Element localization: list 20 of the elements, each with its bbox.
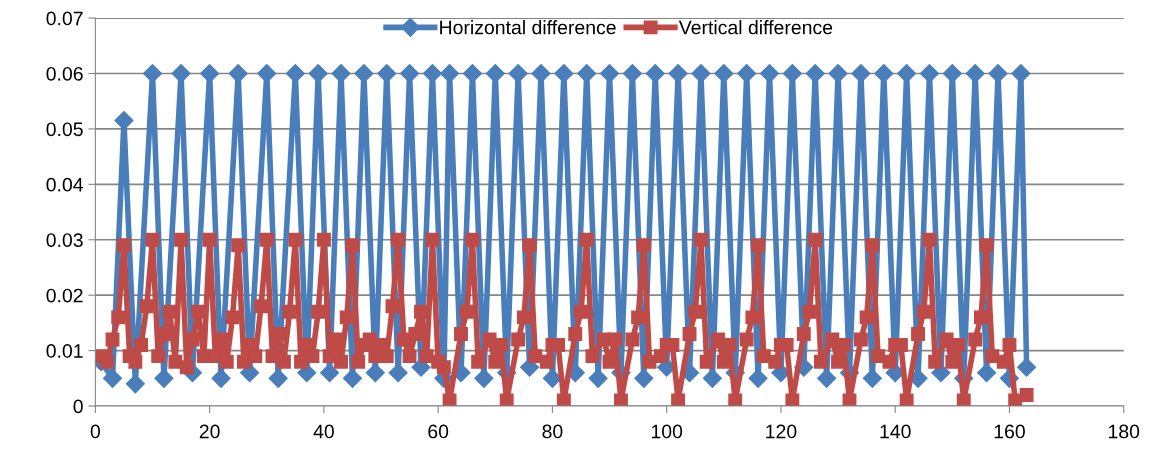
legend-label: Horizontal difference bbox=[440, 20, 616, 35]
x-tick-label: 100 bbox=[651, 424, 683, 439]
legend-label: Vertical difference bbox=[678, 20, 833, 35]
y-tick-label: 0 bbox=[73, 399, 83, 414]
y-tick-label: 0.03 bbox=[46, 233, 83, 247]
x-tick-label: 160 bbox=[994, 424, 1025, 439]
x-tick-label: 20 bbox=[199, 424, 220, 439]
x-tick-label: 180 bbox=[1108, 424, 1140, 439]
x-tick-label: 80 bbox=[542, 424, 563, 439]
x-tick-label: 60 bbox=[428, 424, 449, 439]
y-tick-label: 0.01 bbox=[46, 344, 83, 358]
x-tick-label: 0 bbox=[90, 424, 101, 439]
y-tick-label: 0.06 bbox=[46, 66, 83, 81]
y-tick-label: 0.07 bbox=[46, 11, 83, 26]
x-tick-label: 140 bbox=[880, 424, 911, 439]
y-tick-label: 0.04 bbox=[46, 177, 83, 192]
x-tick-label: 40 bbox=[313, 424, 334, 439]
x-tick-label: 120 bbox=[766, 424, 797, 439]
y-tick-label: 0.02 bbox=[46, 288, 83, 303]
y-tick-label: 0.05 bbox=[46, 122, 83, 137]
